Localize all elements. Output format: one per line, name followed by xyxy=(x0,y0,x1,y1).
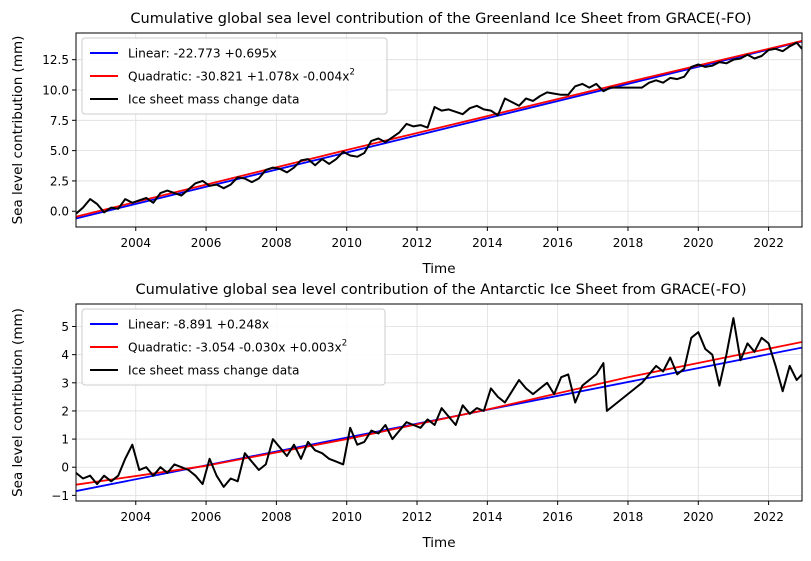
y-tick-label: −1 xyxy=(51,489,69,503)
y-tick-label: 5 xyxy=(61,320,69,334)
legend-label: Quadratic: -30.821 +1.078x -0.004x2 xyxy=(128,68,355,84)
y-tick-label: 0 xyxy=(61,461,69,475)
x-tick-label: 2016 xyxy=(542,510,573,524)
legend: Linear: -8.891 +0.248x Quadratic: -3.054 … xyxy=(81,308,386,386)
x-tick-label: 2010 xyxy=(331,510,362,524)
legend-label-superscript: 2 xyxy=(349,68,354,78)
y-axis-label: Sea level contribution (mm) xyxy=(10,308,26,497)
x-tick-label: 2012 xyxy=(402,510,433,524)
x-tick-label: 2008 xyxy=(261,510,292,524)
series-line-1 xyxy=(76,40,802,220)
y-axis-label: Sea level contribution (mm) xyxy=(10,36,26,225)
legend-label: Quadratic: -3.054 -0.030x +0.003x2 xyxy=(128,339,347,355)
y-tick-label: 0.0 xyxy=(50,205,69,219)
y-tick-label: 2.5 xyxy=(50,174,69,188)
x-tick-label: 2004 xyxy=(120,510,151,524)
y-tick-label: 10.0 xyxy=(42,83,69,97)
x-tick-label: 2022 xyxy=(753,236,784,250)
legend-label-text: Quadratic: -30.821 +1.078x -0.004x xyxy=(128,70,349,84)
y-tick-label: 5.0 xyxy=(50,144,69,158)
legend-label-text: Linear: -8.891 +0.248x xyxy=(128,318,269,332)
x-tick-label: 2006 xyxy=(191,236,222,250)
legend-box xyxy=(81,308,386,386)
chart-title: Cumulative global sea level contribution… xyxy=(130,11,751,27)
x-tick-label: 2008 xyxy=(261,236,292,250)
x-axis-label: Time xyxy=(421,261,455,277)
legend-label-text: Ice sheet mass change data xyxy=(128,364,299,378)
series-group xyxy=(76,317,802,492)
legend-label-text: Ice sheet mass change data xyxy=(128,93,299,107)
y-tick-label: 4 xyxy=(61,348,69,362)
legend-label-text: Quadratic: -3.054 -0.030x +0.003x xyxy=(128,341,342,355)
chart-panel-2: 2004 2006 2008 2010 2012 2014 2016 2018 2020 2022… xyxy=(10,282,803,551)
x-tick-label: 2018 xyxy=(613,510,644,524)
series-group xyxy=(76,40,802,220)
x-tick-label: 2004 xyxy=(120,236,151,250)
x-axis-label: Time xyxy=(421,535,455,551)
x-tick-label: 2014 xyxy=(472,236,503,250)
grid xyxy=(76,33,802,227)
y-tick-label: 3 xyxy=(61,376,69,390)
legend-label-text: Linear: -22.773 +0.695x xyxy=(128,47,277,61)
series-line-3 xyxy=(76,41,802,215)
legend-label: Ice sheet mass change data xyxy=(128,93,299,107)
chart-title: Cumulative global sea level contribution… xyxy=(136,282,747,298)
axes-frame xyxy=(75,303,803,502)
x-tick-label: 2012 xyxy=(402,236,433,250)
legend-label: Linear: -8.891 +0.248x xyxy=(128,318,269,332)
x-tick-label: 2016 xyxy=(542,236,573,250)
x-tick-label: 2014 xyxy=(472,510,503,524)
legend-label: Linear: -22.773 +0.695x xyxy=(128,47,277,61)
y-tick-label: 7.5 xyxy=(50,114,69,128)
legend-box xyxy=(81,37,388,115)
series-line-3 xyxy=(76,317,802,488)
y-tick-label: 2 xyxy=(61,404,69,418)
legend-label-superscript: 2 xyxy=(342,339,347,349)
x-tick-label: 2010 xyxy=(331,236,362,250)
x-tick-label: 2020 xyxy=(683,510,714,524)
legend: Linear: -22.773 +0.695x Quadratic: -30.82… xyxy=(81,37,388,115)
series-line-2 xyxy=(76,40,802,218)
y-tick-label: 1 xyxy=(61,433,69,447)
y-tick-label: 12.5 xyxy=(42,53,69,67)
x-tick-label: 2006 xyxy=(191,510,222,524)
x-tick-label: 2022 xyxy=(753,510,784,524)
chart-panel-1: 2004 2006 2008 2010 2012 2014 2016 2018 2020 2022… xyxy=(10,11,803,277)
legend-label: Ice sheet mass change data xyxy=(128,364,299,378)
x-tick-label: 2018 xyxy=(613,236,644,250)
axes-frame xyxy=(75,32,803,228)
x-tick-label: 2020 xyxy=(683,236,714,250)
